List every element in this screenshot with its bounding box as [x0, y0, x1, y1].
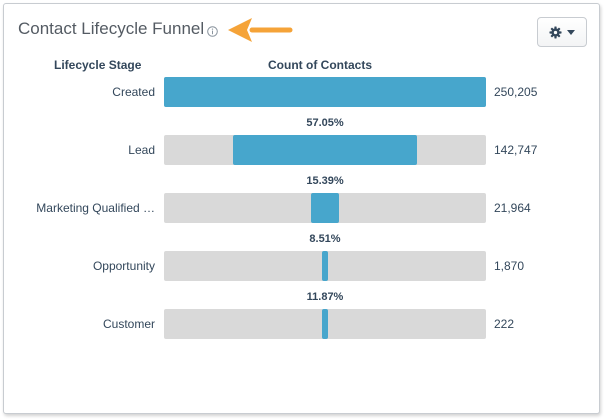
- stage-label: Opportunity: [92, 259, 155, 273]
- funnel-track: [164, 309, 486, 339]
- count-label: 21,964: [494, 201, 531, 215]
- stage-label: Lead: [128, 143, 155, 157]
- count-column-header: Count of Contacts: [268, 58, 372, 72]
- funnel-track: [164, 251, 486, 281]
- funnel-card: Contact Lifecycle Funnel: [3, 3, 600, 414]
- funnel-track: [164, 193, 486, 223]
- caret-down-icon: [567, 29, 575, 35]
- stage-label: Created: [112, 85, 155, 99]
- annotation-arrow-icon: [228, 18, 293, 42]
- funnel-track: [164, 77, 486, 107]
- info-icon[interactable]: [207, 26, 218, 37]
- funnel-bar[interactable]: [310, 193, 340, 223]
- stage-label: Marketing Qualified …: [36, 201, 155, 215]
- funnel-bar[interactable]: [164, 77, 486, 107]
- funnel-bar[interactable]: [322, 251, 328, 281]
- funnel-track: [164, 135, 486, 165]
- settings-dropdown-button[interactable]: [537, 17, 587, 47]
- conversion-label: 11.87%: [306, 291, 344, 303]
- funnel-bar[interactable]: [233, 135, 417, 165]
- conversion-label: 15.39%: [306, 175, 344, 187]
- stage-column-header: Lifecycle Stage: [54, 58, 142, 72]
- stage-label: Customer: [102, 317, 155, 331]
- count-label: 250,205: [494, 85, 538, 99]
- count-label: 1,870: [494, 259, 525, 273]
- count-label: 222: [494, 317, 515, 331]
- gear-icon: [549, 25, 562, 39]
- card-title: Contact Lifecycle Funnel: [18, 19, 205, 38]
- funnel-bar[interactable]: [322, 309, 328, 339]
- count-label: 142,747: [494, 143, 538, 157]
- conversion-label: 57.05%: [306, 117, 344, 129]
- conversion-label: 8.51%: [309, 233, 341, 245]
